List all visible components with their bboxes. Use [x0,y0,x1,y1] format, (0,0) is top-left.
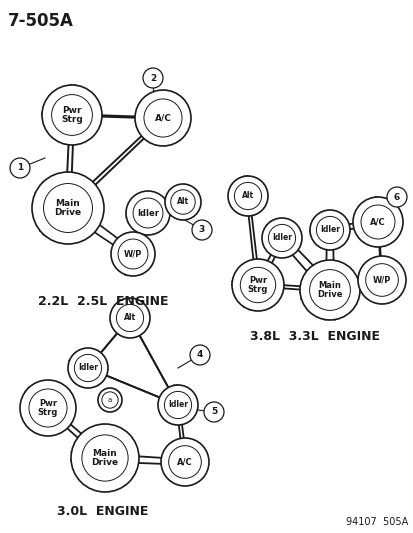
Text: 7-505A: 7-505A [8,12,74,30]
Circle shape [161,438,209,486]
Text: W/P: W/P [123,249,142,259]
Text: Main
Drive: Main Drive [54,199,81,217]
Text: 6: 6 [393,192,399,201]
Circle shape [10,158,30,178]
Circle shape [32,172,104,244]
Text: 5: 5 [210,408,216,416]
Text: Idler: Idler [78,364,98,373]
Text: A/C: A/C [177,457,192,466]
Circle shape [309,210,349,250]
Circle shape [190,345,209,365]
Circle shape [42,85,102,145]
Text: Alt: Alt [123,313,136,322]
Circle shape [352,197,402,247]
Circle shape [231,259,283,311]
Text: A/C: A/C [154,114,171,123]
Circle shape [386,187,406,207]
Text: A/C: A/C [369,217,385,227]
Text: Idler: Idler [319,225,339,235]
Text: 4: 4 [196,351,203,359]
Text: Main
Drive: Main Drive [316,281,342,300]
Text: Idler: Idler [137,208,159,217]
Circle shape [261,218,301,258]
Circle shape [228,176,267,216]
Text: Pwr
Strg: Pwr Strg [247,276,268,294]
Text: 1: 1 [17,164,23,173]
Circle shape [158,385,197,425]
Text: 94107  505A: 94107 505A [345,517,407,527]
Text: 2: 2 [150,74,156,83]
Text: Pwr
Strg: Pwr Strg [61,106,83,124]
Circle shape [165,184,201,220]
Circle shape [98,388,122,412]
Text: Pwr
Strg: Pwr Strg [38,399,58,417]
Text: W/P: W/P [372,276,390,285]
Text: 3.8L  3.3L  ENGINE: 3.8L 3.3L ENGINE [249,330,379,343]
Circle shape [192,220,211,240]
Circle shape [68,348,108,388]
Circle shape [110,298,150,338]
Text: 3.0L  ENGINE: 3.0L ENGINE [57,505,148,518]
Text: Main
Drive: Main Drive [91,449,118,467]
Text: Alt: Alt [241,191,254,200]
Text: 2.2L  2.5L  ENGINE: 2.2L 2.5L ENGINE [38,295,168,308]
Circle shape [126,191,170,235]
Circle shape [20,380,76,436]
Circle shape [135,90,190,146]
Circle shape [71,424,139,492]
Circle shape [111,232,154,276]
Circle shape [299,260,359,320]
Circle shape [357,256,405,304]
Text: Idler: Idler [271,233,291,243]
Text: 3: 3 [198,225,204,235]
Text: a: a [108,397,112,403]
Text: Alt: Alt [176,198,189,206]
Text: Idler: Idler [168,400,188,409]
Circle shape [204,402,223,422]
Circle shape [142,68,163,88]
